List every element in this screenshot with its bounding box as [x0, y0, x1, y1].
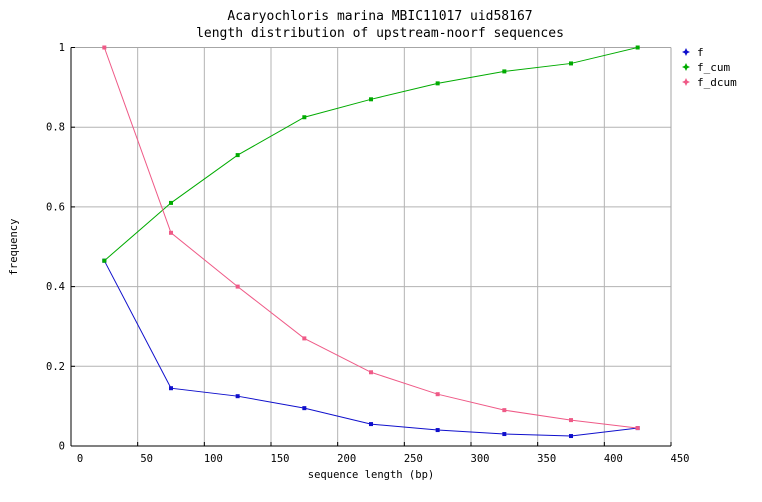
x-axis-label: sequence length (bp) [308, 469, 434, 481]
series-f_cum-point [102, 258, 107, 263]
x-tick-label: 400 [604, 453, 623, 465]
series-f_cum-line [104, 47, 638, 262]
series-f_cum-point [569, 61, 573, 66]
series-f_cum-point [369, 97, 373, 102]
y-tick-label: 0.8 [46, 122, 65, 134]
x-tick-label: 0 [77, 453, 83, 465]
series-f_dcum-point [635, 426, 640, 431]
series-f_dcum-point [102, 45, 107, 50]
plot-border [70, 47, 672, 447]
chart-title-line1: Acaryochloris marina MBIC11017 uid58167 [227, 9, 532, 24]
y-axis-label: frequency [8, 219, 20, 276]
series-f_cum-point [169, 200, 173, 205]
series-f-point [569, 434, 573, 439]
series-f-point [235, 394, 240, 399]
axis-ticks [70, 47, 672, 447]
series-f_dcum-point [502, 408, 507, 413]
series-f_dcum-point [302, 336, 307, 341]
gridlines [70, 47, 672, 447]
legend-label-f_cum: f_cum [697, 61, 730, 74]
series-f-point [435, 428, 440, 433]
series-f_dcum-point [369, 370, 373, 375]
series-f-point [302, 406, 307, 411]
series-f_dcum-point [235, 284, 240, 289]
x-tick-label: 50 [140, 453, 153, 465]
series-f_cum-point [435, 81, 440, 86]
x-tick-label: 200 [337, 453, 356, 465]
x-tick-label: 250 [404, 453, 423, 465]
x-tick-label: 450 [671, 453, 690, 465]
series-lines [102, 45, 640, 439]
legend-marker-f_dcum [682, 78, 690, 86]
legend-marker-f [682, 48, 690, 56]
y-tick-label: 0.6 [46, 201, 65, 213]
legend-label-f_dcum: f_dcum [697, 76, 737, 89]
series-f_dcum-point [569, 418, 573, 423]
series-f_cum-point [502, 69, 507, 74]
series-f_dcum-point [435, 392, 440, 397]
legend: f f_cum f_dcum [682, 46, 737, 89]
series-f-point [369, 422, 373, 427]
series-f-point [169, 386, 173, 391]
series-f_dcum-point [169, 230, 173, 235]
legend-marker-f_cum [682, 63, 690, 71]
y-tick-label: 0.2 [46, 361, 65, 373]
chart-title-line2: length distribution of upstream-noorf se… [196, 26, 564, 41]
legend-item-f_cum: f_cum [682, 61, 730, 74]
y-tick-label: 1 [59, 42, 65, 54]
series-f-point [502, 432, 507, 437]
y-tick-label: 0.4 [46, 281, 65, 293]
series-f_cum-point [235, 153, 240, 158]
x-tick-label: 300 [471, 453, 490, 465]
legend-item-f_dcum: f_dcum [682, 76, 737, 89]
x-tick-label: 150 [271, 453, 290, 465]
x-tick-label: 350 [537, 453, 556, 465]
legend-item-f: f [682, 46, 704, 59]
series-f_cum-point [635, 45, 640, 50]
series-f_cum-point [302, 115, 307, 120]
y-tick-label: 0 [59, 441, 65, 453]
legend-label-f: f [697, 46, 704, 59]
tick-labels: 0 50 100 150 200 250 300 350 400 450 0 0.2 0.4 0.6 0.8… [46, 42, 689, 465]
x-tick-label: 100 [204, 453, 223, 465]
